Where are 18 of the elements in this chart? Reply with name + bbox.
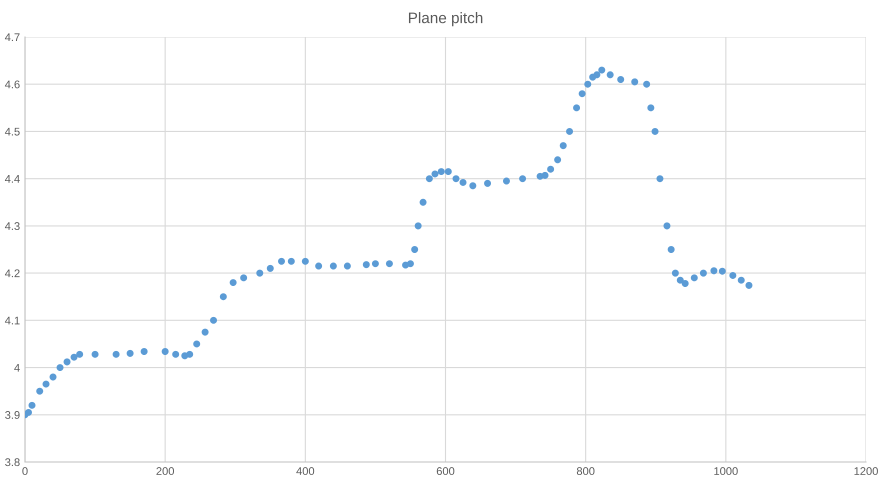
y-tick-label: 4.3 <box>4 222 20 230</box>
x-tick-label: 800 <box>576 467 594 476</box>
y-tick-label: 4.7 <box>4 33 20 42</box>
y-tick-label: 4 <box>14 364 20 372</box>
y-tick-label: 3.8 <box>5 458 20 466</box>
x-tick-label: 400 <box>296 467 314 476</box>
chart-title: Plane pitch <box>408 12 482 26</box>
y-tick-label: 4.4 <box>4 175 20 183</box>
x-tick-label: 1000 <box>714 467 738 476</box>
x-tick-label: 600 <box>436 467 454 476</box>
x-tick-label: 1200 <box>854 467 878 476</box>
x-tick-label: 0 <box>22 467 28 476</box>
y-tick-label: 4.6 <box>4 80 20 88</box>
y-tick-label: 3.9 <box>5 411 20 419</box>
y-tick-label: 4.1 <box>4 316 20 324</box>
x-tick-label: 200 <box>156 467 174 476</box>
y-tick-label: 4.2 <box>4 269 20 278</box>
y-tick-label: 4.5 <box>4 128 20 136</box>
